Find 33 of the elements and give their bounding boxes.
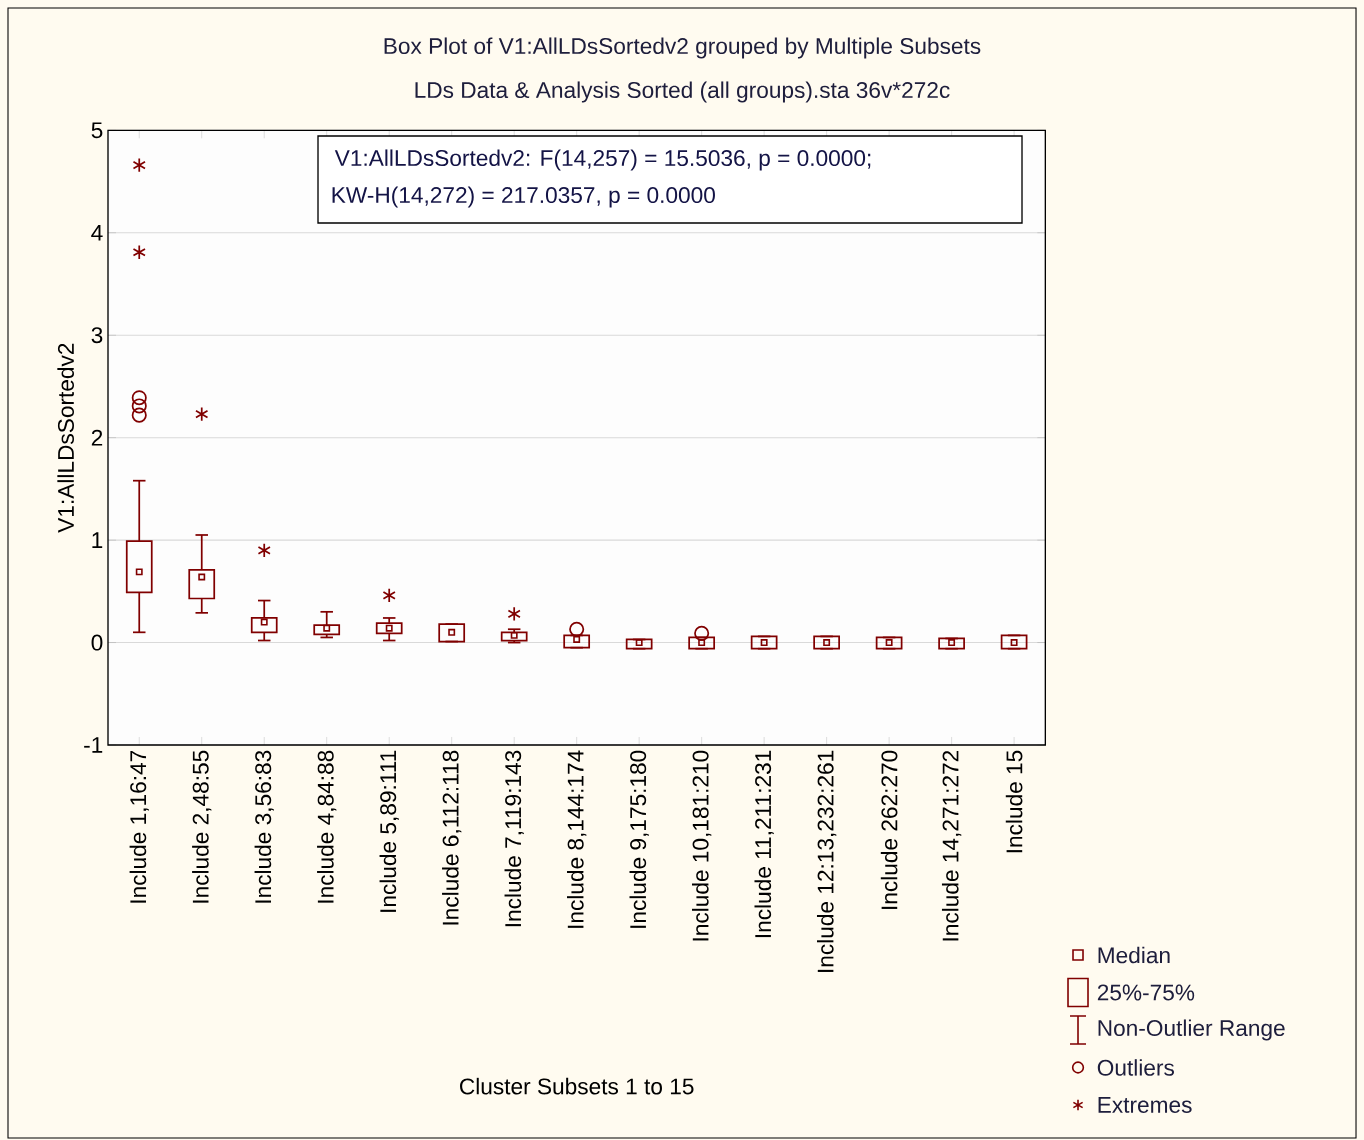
chart-title: Box Plot of V1:AllLDsSortedv2 grouped by Multiple Subsets [384,37,981,59]
legend-label: Extremes [1098,1097,1192,1113]
x-axis-title: Cluster Subsets 1 to 15 [460,1077,694,1095]
y-tick-label: 1 [92,532,103,548]
x-tick-label: Include 11,211:231 [754,750,774,938]
y-tick-label: 5 [91,122,103,139]
y-tick-label: 4 [91,224,103,241]
x-tick-label: Include 12:13,232:261 [816,750,837,972]
x-tick-label: Include 2,48:55 [192,750,212,903]
text: 25%-75% [1097,984,1195,1001]
annotation: KW-H(14,272) = 217.0357, p = 0.0000 [332,186,715,208]
chart-subtitle: LDs Data & Analysis Sorted (all groups).sta 36v*272c [415,81,950,103]
x-tick-label: Include 5,89:111 [379,750,399,912]
legend-label: Outliers [1097,1059,1174,1076]
y-tick-label: 2 [91,429,103,446]
annotation: V1:AllLDsSortedv2: F(14,257) = 15.5036, p = 0.0000; [334,149,871,171]
x-tick-label: Include 14,271:272 [941,750,962,941]
y-axis-title: V1:AllLDsSortedv2 [57,343,74,533]
x-tick-label: Include 15 [1005,750,1023,853]
x-tick-label: Include 4,84:88 [317,750,337,903]
x-tick-label: Include 3,56:83 [254,750,274,903]
text: Non-Outlier Range [1098,1019,1285,1041]
text: Median [1098,946,1170,964]
x-tick-label: Include 9,175:180 [629,750,649,928]
x-tick-label: Include 6,112:118 [442,750,462,925]
x-tick-label: Include 262:270 [880,750,898,909]
y-tick-label: 3 [91,327,103,344]
x-tick-label: Include 1,16:47 [129,750,149,903]
x-tick-label: Include 8,144:174 [567,750,587,928]
y-tick-label: -1 [84,737,103,753]
y-tick-label: 0 [91,634,103,651]
x-tick-label: Include 10,181:210 [692,750,712,941]
x-tick-label: Include 7,119:143 [504,750,524,927]
